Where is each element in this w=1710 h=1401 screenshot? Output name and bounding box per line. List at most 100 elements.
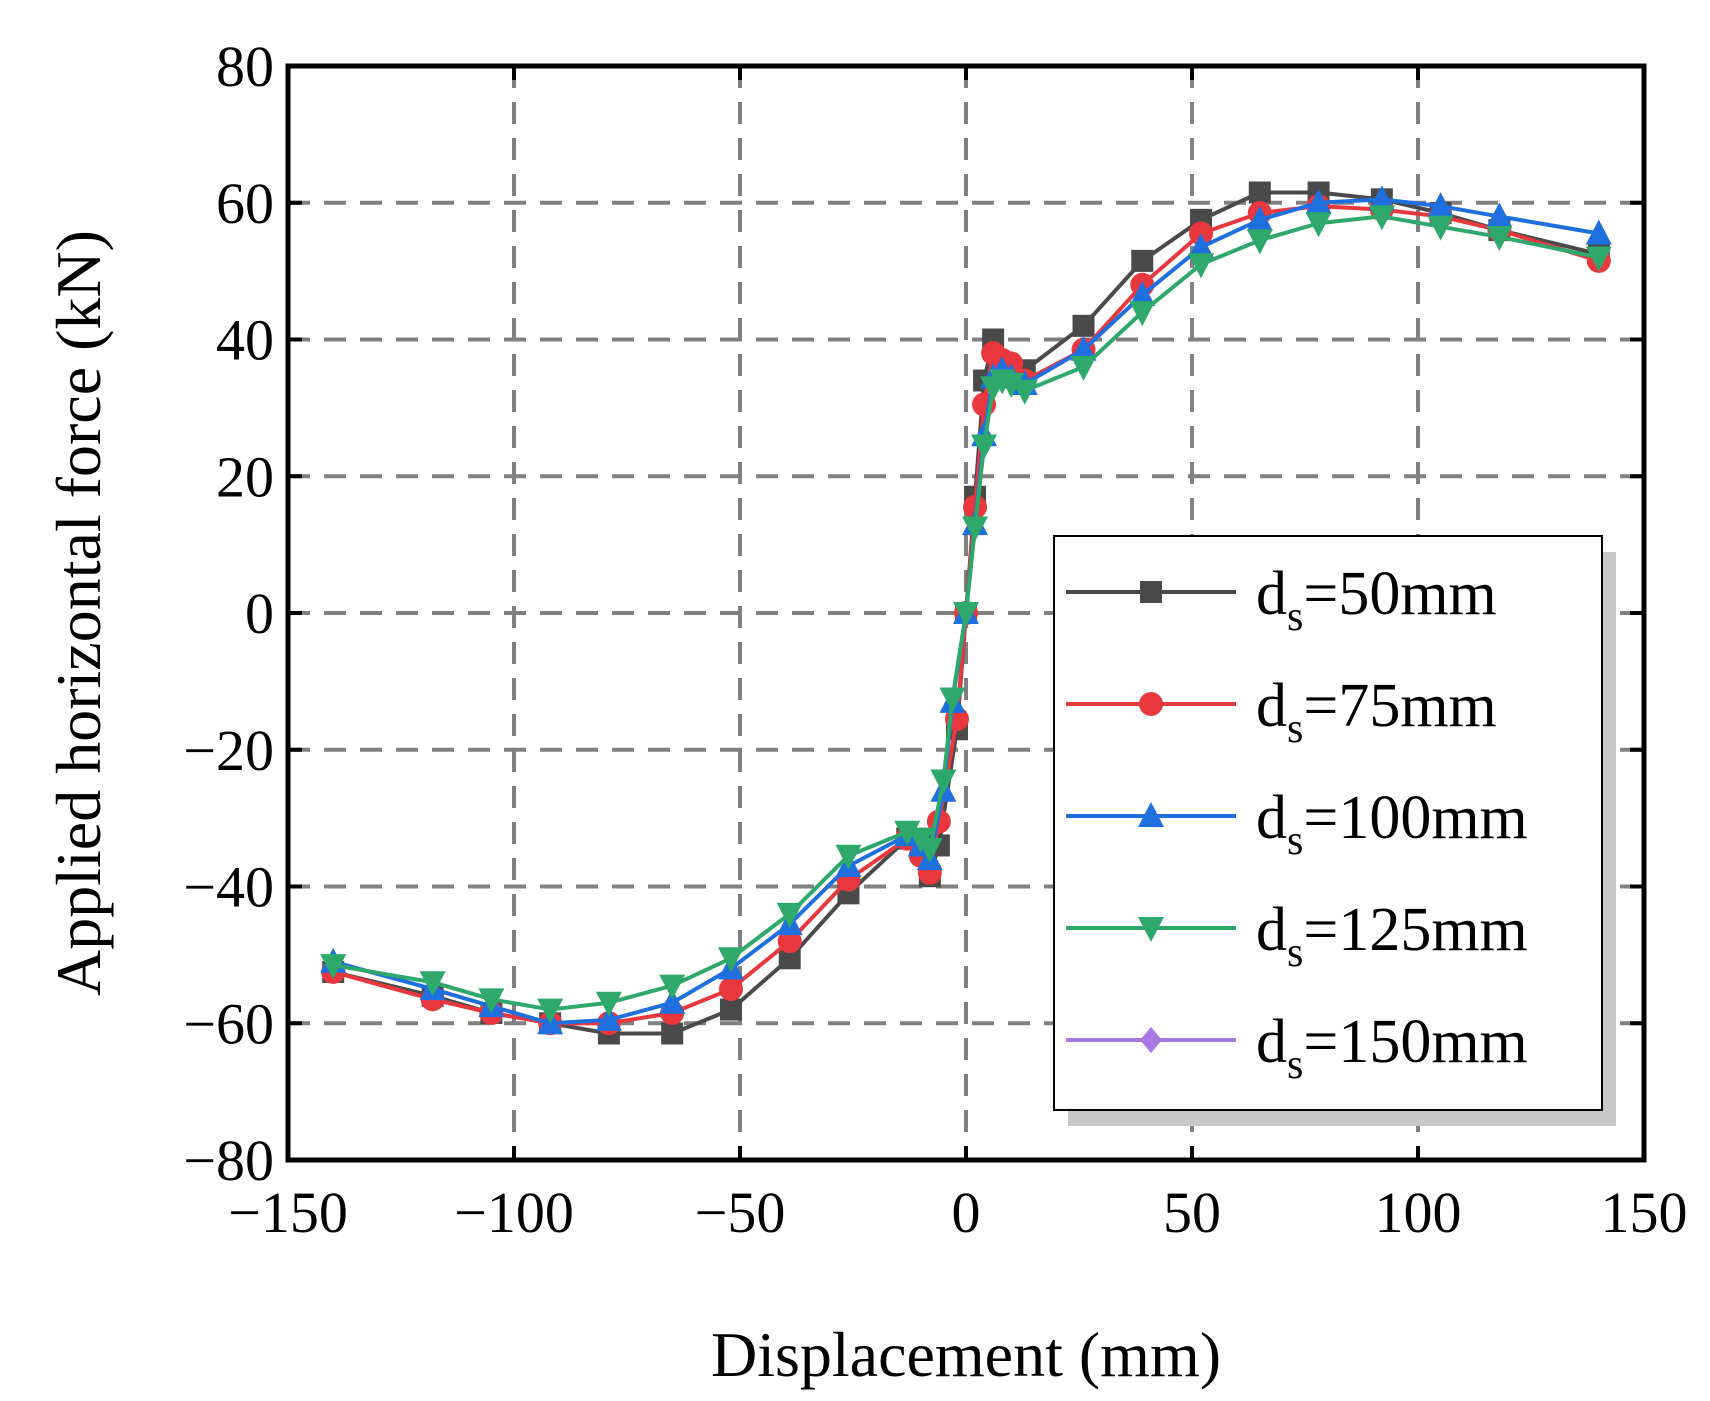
series-3: [320, 205, 1612, 1024]
data-point: [1011, 379, 1038, 405]
legend-label: ds=100mm: [1256, 784, 1528, 864]
series-group: [320, 181, 1612, 1045]
data-point: [1188, 253, 1215, 279]
data-point: [1129, 281, 1156, 307]
data-point: [1131, 249, 1154, 272]
x-tick-label: −50: [695, 1180, 786, 1245]
legend-marker: [1139, 692, 1163, 716]
y-tick-label: 60: [216, 171, 274, 236]
data-point: [1246, 229, 1273, 255]
legend-label-sub: s: [1287, 594, 1303, 640]
legend-item: ds=75mm: [1066, 672, 1497, 752]
data-point: [719, 998, 742, 1021]
data-point: [1070, 335, 1097, 361]
data-point: [419, 971, 446, 997]
data-point: [1188, 233, 1215, 259]
data-point: [659, 988, 686, 1014]
x-tick-label: −150: [228, 1180, 348, 1245]
y-tick-label: 40: [216, 308, 274, 373]
x-tick-label: 150: [1601, 1180, 1688, 1245]
legend-label-main: d: [1256, 1008, 1287, 1076]
y-tick-label: −40: [183, 855, 274, 920]
legend-marker: [1138, 917, 1164, 942]
data-point: [777, 929, 802, 954]
legend-label-sub: s: [1287, 930, 1303, 976]
x-axis-title: Displacement (mm): [711, 1319, 1221, 1390]
y-tick-label: −20: [183, 718, 274, 783]
x-tick-label: 50: [1163, 1180, 1221, 1245]
data-point: [1070, 355, 1097, 381]
legend-label-sub: s: [1287, 706, 1303, 752]
legend-label-rest: =125mm: [1303, 896, 1527, 964]
data-point: [1305, 188, 1332, 214]
data-point: [478, 988, 505, 1014]
data-point: [1427, 192, 1454, 218]
data-point: [1368, 205, 1395, 231]
data-point: [778, 947, 801, 970]
y-tick-label: 20: [216, 444, 274, 509]
y-tick-label: 0: [245, 581, 274, 646]
data-point: [939, 687, 966, 713]
axis-ticks: [286, 64, 1646, 1162]
legend-label: ds=150mm: [1256, 1008, 1528, 1088]
legend-item: ds=125mm: [1066, 896, 1528, 976]
data-point: [1486, 202, 1513, 228]
data-point: [537, 998, 564, 1024]
legend-label: ds=125mm: [1256, 896, 1528, 976]
data-point: [1585, 219, 1612, 245]
data-point: [717, 947, 744, 973]
data-point: [1248, 181, 1271, 204]
legend-label-sub: s: [1287, 1042, 1303, 1088]
y-tick-label: −60: [183, 991, 274, 1056]
data-point: [1585, 246, 1612, 272]
data-point: [595, 1005, 622, 1031]
data-point: [1072, 314, 1095, 337]
x-tick-label: −100: [454, 1180, 574, 1245]
legend-marker: [1140, 1027, 1162, 1053]
data-point: [1305, 212, 1332, 238]
data-point: [320, 954, 347, 980]
legend-label-main: d: [1256, 560, 1287, 628]
legend-label-rest: =100mm: [1303, 784, 1527, 852]
legend-label-rest: =75mm: [1303, 672, 1496, 740]
tick-labels: −150 −100 −50 0 50 100 150 −80 −60 −40 −20 0 20 40 60 8…: [183, 34, 1687, 1245]
y-axis-title: Applied horizontal force (kN): [43, 230, 114, 996]
legend-label-sub: s: [1287, 818, 1303, 864]
y-tick-label: −80: [183, 1128, 274, 1193]
data-point: [776, 902, 803, 928]
data-point: [718, 977, 743, 1002]
data-point: [1246, 205, 1273, 231]
legend-item: ds=150mm: [1066, 1008, 1528, 1088]
data-point: [953, 602, 979, 627]
y-tick-label: 80: [216, 34, 274, 99]
legend-label: ds=50mm: [1256, 560, 1497, 640]
legend-label: ds=75mm: [1256, 672, 1497, 752]
legend-marker: [1140, 581, 1162, 603]
legend-label-main: d: [1256, 896, 1287, 964]
series-line: [332, 214, 1600, 1012]
data-point: [894, 820, 921, 846]
data-point: [659, 974, 686, 1000]
legend-label-main: d: [1256, 672, 1287, 740]
legend-item: ds=50mm: [1066, 560, 1497, 640]
data-point: [971, 434, 998, 460]
data-point: [930, 769, 957, 795]
data-point: [595, 991, 622, 1017]
data-point: [962, 516, 989, 542]
data-point: [1427, 215, 1454, 241]
data-point: [1486, 225, 1513, 251]
x-tick-label: 100: [1375, 1180, 1462, 1245]
data-point: [1129, 301, 1156, 327]
data-point: [835, 844, 862, 870]
legend-label-rest: =150mm: [1303, 1008, 1527, 1076]
legend-label-rest: =50mm: [1303, 560, 1496, 628]
data-point: [998, 372, 1025, 398]
data-point: [661, 1022, 684, 1045]
x-tick-label: 0: [952, 1180, 981, 1245]
legend-label-main: d: [1256, 784, 1287, 852]
data-point: [1368, 185, 1395, 211]
data-point: [916, 837, 943, 863]
